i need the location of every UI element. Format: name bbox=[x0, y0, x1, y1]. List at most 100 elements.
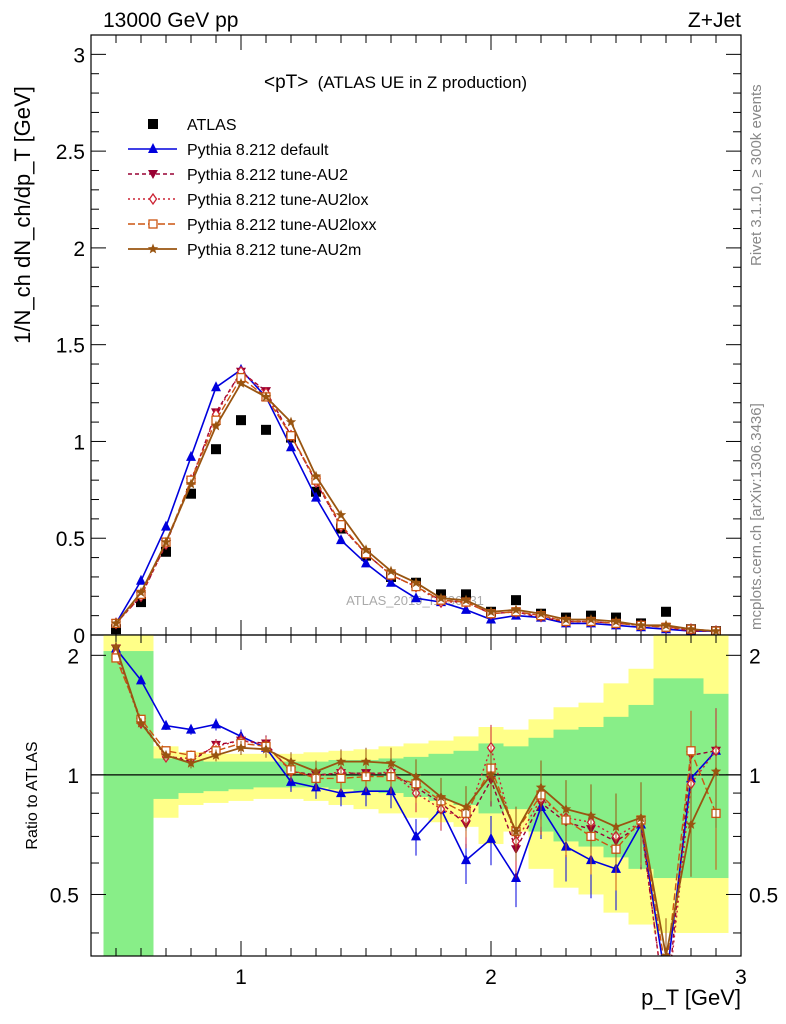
ratio-point-au2m bbox=[485, 769, 497, 780]
band-inner bbox=[153, 758, 179, 799]
ratio-point-au2m bbox=[235, 742, 247, 753]
y-tick-label: 2.5 bbox=[56, 141, 85, 164]
point-default bbox=[411, 592, 421, 603]
point-au2m bbox=[335, 509, 347, 520]
ratio-point-default bbox=[161, 719, 171, 730]
legend-entry-au2loxx: Pythia 8.212 tune-AU2loxx bbox=[128, 217, 376, 234]
ratio-y-tick-label: 1 bbox=[67, 765, 79, 788]
point-au2m bbox=[385, 565, 397, 576]
point-au2m bbox=[660, 619, 672, 630]
legend: ATLAS Pythia 8.212 default Pythia 8.212 tu… bbox=[128, 117, 376, 259]
ratio-point-au2m bbox=[660, 950, 672, 956]
band-inner bbox=[653, 678, 679, 879]
y-tick-label: 0 bbox=[73, 625, 85, 648]
ratio-point-default bbox=[186, 723, 196, 734]
point-data bbox=[461, 589, 471, 600]
legend-label-au2lox: Pythia 8.212 tune-AU2lox bbox=[187, 192, 368, 209]
rivet-label: Rivet 3.1.10, ≥ 300k events bbox=[748, 84, 765, 266]
y-tick-label: 1 bbox=[73, 431, 85, 454]
ratio-series-group bbox=[110, 641, 722, 1019]
legend-label-au2loxx: Pythia 8.212 tune-AU2loxx bbox=[187, 217, 376, 234]
legend-entry-data: ATLAS bbox=[148, 117, 237, 134]
ratio-point-au2m bbox=[310, 766, 322, 776]
point-default bbox=[461, 603, 471, 614]
point-au2m bbox=[535, 608, 547, 619]
point-au2m bbox=[310, 470, 322, 481]
y-tick-label: 0.5 bbox=[56, 528, 85, 551]
ratio-point-au2lox bbox=[663, 1009, 670, 1019]
ratio-axis-label: Ratio to ATLAS bbox=[24, 741, 41, 849]
ratio-point-au2m bbox=[460, 801, 472, 812]
point-au2m bbox=[360, 544, 372, 555]
point-data bbox=[261, 424, 271, 435]
point-au2m bbox=[260, 391, 272, 402]
point-au2m bbox=[110, 617, 122, 628]
plot-title: <pT> (ATLAS UE in Z production) bbox=[264, 72, 527, 93]
x-tick-label: 2 bbox=[485, 966, 497, 989]
point-default bbox=[286, 441, 296, 452]
legend-label-au2m: Pythia 8.212 tune-AU2m bbox=[187, 242, 361, 259]
series-group bbox=[110, 363, 722, 635]
y-tick-label: 3 bbox=[73, 44, 85, 67]
point-au2m bbox=[185, 478, 197, 489]
legend-entry-default: Pythia 8.212 default bbox=[128, 142, 329, 159]
ratio-y-tick-label-right: 2 bbox=[749, 645, 761, 668]
ratio-point-au2m bbox=[535, 781, 547, 792]
ratio-point-default bbox=[461, 854, 471, 865]
point-data bbox=[186, 488, 196, 499]
ratio-point-au2m bbox=[610, 821, 622, 832]
point-au2m bbox=[610, 616, 622, 626]
ratio-point-au2m bbox=[510, 826, 522, 836]
point-au2m bbox=[510, 604, 522, 615]
band-inner bbox=[103, 651, 129, 956]
ratio-y-tick-label: 0.5 bbox=[50, 884, 79, 907]
ratio-series-au2m bbox=[110, 641, 722, 956]
point-au2m bbox=[485, 606, 497, 617]
ratio-y-tick-label-right: 0.5 bbox=[749, 884, 778, 907]
ratio-point-default bbox=[211, 718, 221, 729]
point-au2m bbox=[710, 625, 722, 635]
plot-title-main: <pT> bbox=[264, 72, 308, 93]
point-default bbox=[136, 574, 146, 585]
point-au2m bbox=[285, 416, 297, 427]
point-au2loxx bbox=[336, 520, 346, 530]
ratio-point-au2m bbox=[110, 641, 122, 652]
point-default bbox=[386, 576, 396, 587]
legend-label-data: ATLAS bbox=[187, 117, 237, 134]
point-au2m bbox=[210, 420, 222, 431]
legend-label-au2: Pythia 8.212 tune-AU2 bbox=[187, 167, 348, 184]
point-default bbox=[361, 557, 371, 568]
series-au2m bbox=[110, 377, 722, 635]
ratio-point-au2m bbox=[210, 749, 222, 760]
point-au2m bbox=[160, 536, 172, 547]
ratio-point-default bbox=[411, 830, 421, 841]
ratio-point-au2m bbox=[585, 810, 597, 820]
ratio-point-au2m bbox=[335, 756, 347, 767]
point-au2m bbox=[410, 577, 422, 588]
ratio-point-au2loxx bbox=[336, 773, 346, 784]
point-au2m bbox=[585, 614, 597, 624]
point-data bbox=[661, 606, 671, 617]
ratio-point-au2m bbox=[160, 749, 172, 760]
ratio-point-au2m bbox=[635, 812, 647, 823]
band-inner bbox=[203, 761, 229, 792]
legend-entry-au2: Pythia 8.212 tune-AU2 bbox=[128, 167, 348, 184]
legend-entry-au2m: Pythia 8.212 tune-AU2m bbox=[128, 242, 361, 259]
x-axis-label: p_T [GeV] bbox=[641, 985, 741, 1010]
mcplots-label: mcplots.cern.ch [arXiv:1306.3436] bbox=[748, 403, 765, 630]
ratio-point-au2m bbox=[385, 757, 397, 768]
ratio-y-tick-label-right: 1 bbox=[749, 765, 761, 788]
legend-marker-au2 bbox=[148, 170, 158, 179]
x-tick-label: 3 bbox=[735, 966, 747, 989]
point-au2m bbox=[685, 623, 697, 634]
ratio-point-au2m bbox=[710, 766, 722, 776]
ratio-panel: 0.5 0.5 1 1 2 2 1 2 3 Ratio to ATLAS p_T [GeV] bbox=[24, 634, 778, 1019]
ratio-point-au2m bbox=[260, 743, 272, 754]
ratio-point-au2loxx bbox=[686, 746, 696, 756]
point-au2m bbox=[435, 592, 447, 603]
ratio-point-au2m bbox=[135, 717, 147, 728]
legend-marker-data bbox=[148, 119, 158, 129]
point-data bbox=[511, 595, 521, 606]
ratio-point-au2m bbox=[185, 757, 197, 768]
